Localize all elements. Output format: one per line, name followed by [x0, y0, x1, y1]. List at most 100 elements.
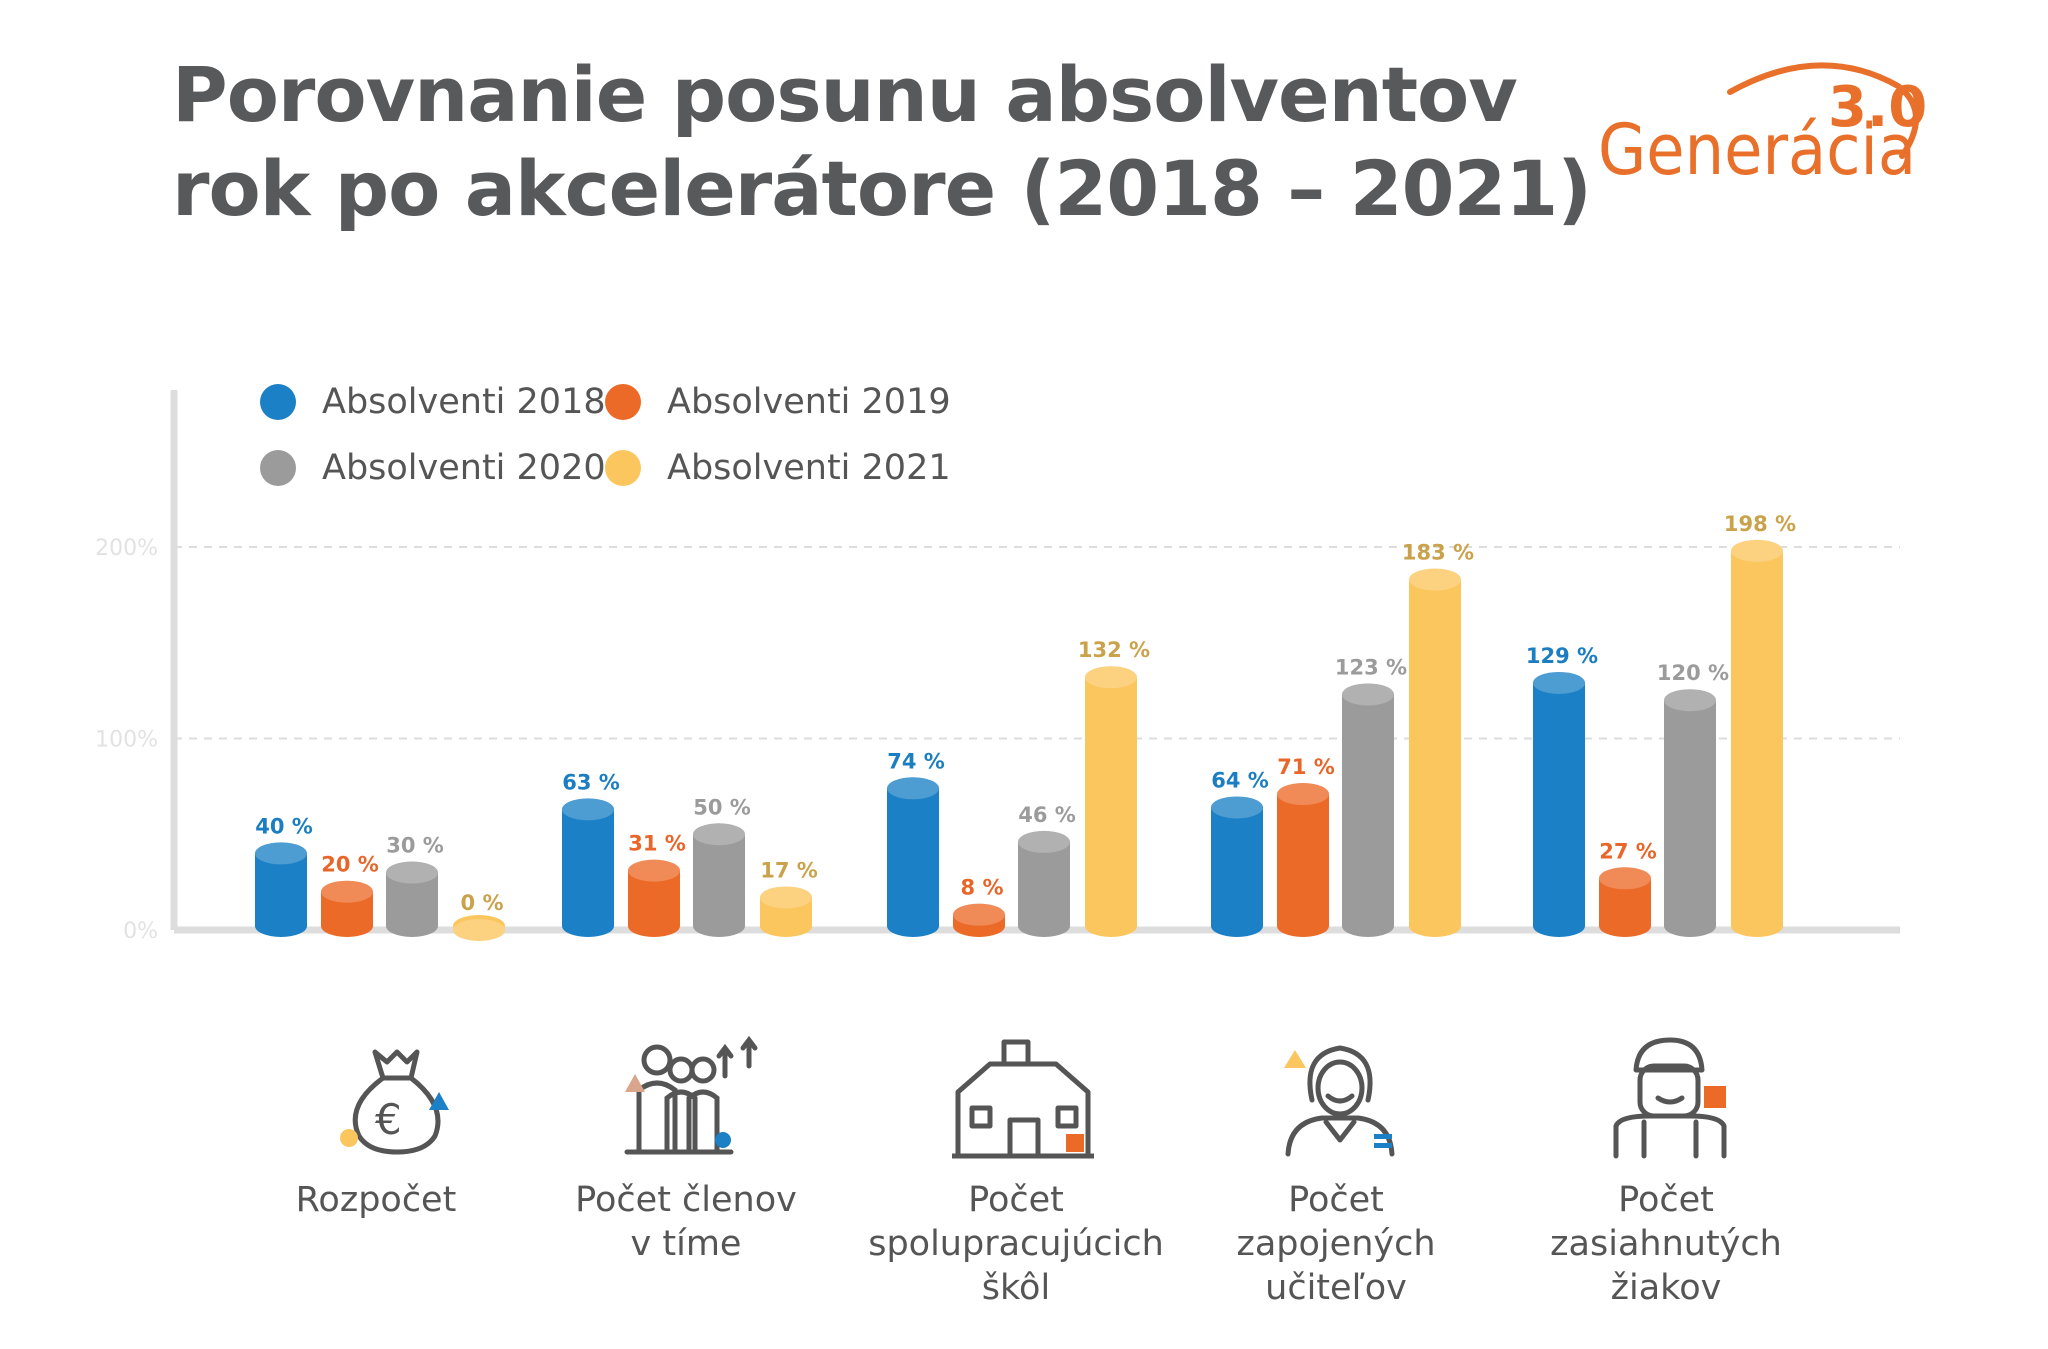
data-label: 8 %	[961, 876, 1004, 900]
category-label-line: Počet členov	[575, 1180, 797, 1220]
bar-base	[255, 915, 307, 937]
legend-label-2018: Absolventi 2018	[322, 382, 606, 422]
bar-cap	[1664, 689, 1716, 712]
title-line-1: Porovnanie posunu absolventov	[172, 50, 1518, 139]
bar-cap	[1211, 796, 1263, 819]
category-label-line: zapojených	[1236, 1224, 1436, 1264]
chart-legend: Absolventi 2018 Absolventi 2019 Absolven…	[260, 382, 960, 522]
bar-base	[386, 915, 438, 937]
bar-cap	[1277, 783, 1329, 806]
bar-cap	[1085, 666, 1137, 689]
svg-text:€: €	[375, 1095, 402, 1144]
bar-cap-highlight	[887, 777, 939, 800]
bar-cap	[693, 823, 745, 846]
legend-dot-2020	[260, 450, 296, 486]
bar-cap	[386, 861, 438, 884]
bar-cap-highlight	[760, 886, 812, 909]
bar-cap-highlight	[562, 798, 614, 821]
bar	[1409, 579, 1461, 926]
data-label: 0 %	[461, 891, 504, 915]
bar-cap	[953, 903, 1005, 926]
legend-label-2019: Absolventi 2019	[667, 382, 951, 422]
bar	[1664, 700, 1716, 926]
category-label-line: v tíme	[630, 1224, 742, 1264]
bar-cap-highlight	[1018, 830, 1070, 853]
school-building-icon	[952, 1039, 1094, 1159]
data-label: 17 %	[760, 858, 818, 882]
bar-cap	[255, 842, 307, 865]
category-label-line: učiteľov	[1265, 1268, 1407, 1308]
legend-item-2018: Absolventi 2018	[260, 382, 606, 422]
bar-cap	[1409, 568, 1461, 591]
bar	[255, 853, 307, 926]
bar-base	[887, 915, 939, 937]
legend-item-2020: Absolventi 2020	[260, 448, 606, 488]
bar-base	[1211, 915, 1263, 937]
bar-base	[562, 915, 614, 937]
logo-arc	[1727, 62, 1919, 159]
data-label: 50 %	[693, 795, 751, 819]
bar	[1533, 682, 1585, 926]
bar-cap	[1342, 683, 1394, 706]
page-title: Porovnanie posunu absolventov rok po akc…	[172, 48, 1592, 236]
logo-version: 3.0	[1828, 75, 1927, 140]
data-label: 27 %	[1599, 839, 1657, 863]
data-label: 63 %	[562, 770, 620, 794]
bar-cap	[887, 777, 939, 800]
bar-cap-highlight	[1211, 796, 1263, 819]
bar-cap-highlight	[386, 861, 438, 884]
bar-base	[1018, 915, 1070, 937]
category-label-line: Počet	[1618, 1180, 1714, 1220]
bar-base	[1085, 915, 1137, 937]
legend-dot-2021	[605, 450, 641, 486]
category-label-ucitelov: Počet zapojených učiteľov	[1186, 1178, 1486, 1310]
data-label: 20 %	[321, 853, 379, 877]
data-label: 46 %	[1018, 803, 1076, 827]
bar-base	[1664, 915, 1716, 937]
teacher-icon	[1284, 1045, 1395, 1157]
bar-cap-highlight	[1731, 539, 1783, 562]
bar-base	[1599, 915, 1651, 937]
data-label: 40 %	[255, 814, 313, 838]
category-label-line: škôl	[981, 1268, 1051, 1308]
bar-base	[1342, 915, 1394, 937]
bar	[887, 788, 939, 926]
bar	[1731, 550, 1783, 926]
bar-cap	[321, 880, 373, 903]
bar	[1085, 677, 1137, 926]
category-label-line: Počet	[968, 1180, 1064, 1220]
data-label: 183 %	[1402, 541, 1474, 565]
category-label-line: Počet	[1288, 1180, 1384, 1220]
bar-cap	[760, 886, 812, 909]
y-tick-label: 100%	[95, 728, 158, 753]
category-label-line: Rozpočet	[295, 1180, 457, 1220]
data-label: 71 %	[1277, 755, 1335, 779]
bar-cap-highlight	[953, 903, 1005, 926]
money-bag-euro-icon: €	[340, 1049, 449, 1155]
data-label: 123 %	[1335, 655, 1407, 679]
legend-item-2019: Absolventi 2019	[605, 382, 951, 422]
data-label: 132 %	[1078, 638, 1150, 662]
legend-dot-2019	[605, 384, 641, 420]
data-label: 198 %	[1724, 512, 1796, 536]
category-label-line: žiakov	[1610, 1268, 1722, 1308]
legend-label-2020: Absolventi 2020	[322, 448, 606, 488]
bar-base	[628, 915, 680, 937]
bar-cap-highlight	[628, 859, 680, 882]
bar-cap-highlight	[1599, 867, 1651, 890]
bar-base	[760, 915, 812, 937]
bar	[693, 834, 745, 926]
bar	[1211, 807, 1263, 926]
bar-cap	[1533, 671, 1585, 694]
y-tick-label: 200%	[95, 536, 158, 561]
bar	[1277, 794, 1329, 926]
student-icon	[1613, 1037, 1727, 1159]
category-label-rozpocet: Rozpočet	[226, 1178, 526, 1222]
bar-cap-highlight	[1533, 671, 1585, 694]
bar-cap	[453, 919, 505, 941]
bar-base	[1533, 915, 1585, 937]
data-label: 31 %	[628, 832, 686, 856]
bar-base	[693, 915, 745, 937]
bar-cap	[1018, 830, 1070, 853]
